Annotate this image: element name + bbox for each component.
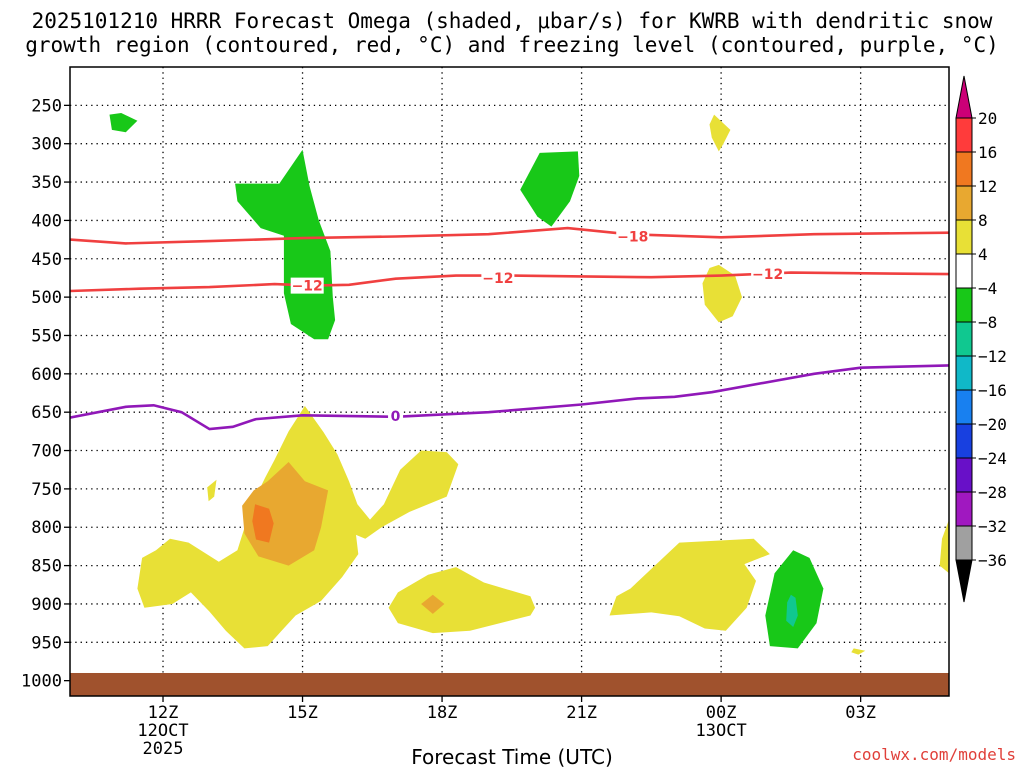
colorbar-band bbox=[955, 457, 973, 493]
x-tick-year: 2025 bbox=[143, 739, 184, 759]
contour-label-bg bbox=[290, 277, 324, 294]
colorbar-band bbox=[955, 117, 973, 153]
colorbar-band bbox=[955, 423, 973, 459]
contour-label-bg bbox=[481, 269, 515, 286]
chart-title-line2: growth region (contoured, red, °C) and f… bbox=[25, 33, 999, 57]
y-tick-label: 950 bbox=[31, 633, 62, 653]
x-tick-label: 18Z bbox=[427, 703, 458, 723]
y-tick-label: 800 bbox=[31, 518, 62, 538]
y-tick-label: 250 bbox=[31, 96, 62, 116]
y-tick-label: 700 bbox=[31, 442, 62, 462]
omega-region-teal-lift-4 bbox=[786, 594, 798, 627]
contour-label: −18 bbox=[617, 230, 648, 246]
colorbar-band bbox=[955, 355, 973, 391]
colorbar-label: 8 bbox=[978, 211, 988, 230]
y-tick-label: 350 bbox=[31, 173, 62, 193]
colorbar-label: −8 bbox=[978, 313, 997, 332]
colorbar-label: 20 bbox=[978, 109, 997, 128]
colorbar-band bbox=[955, 287, 973, 323]
terrain-surface bbox=[70, 672, 949, 696]
x-tick-date: 13OCT bbox=[696, 721, 747, 741]
colorbar-label: −24 bbox=[978, 449, 1007, 468]
y-tick-label: 850 bbox=[31, 557, 62, 577]
colorbar-band bbox=[955, 491, 973, 527]
colorbar-band bbox=[955, 185, 973, 221]
omega-region-yellow-sink-4 bbox=[207, 479, 217, 502]
omega-region-yellow-sink-8 bbox=[851, 648, 866, 655]
omega-region-yellow-sink-7 bbox=[939, 519, 949, 574]
x-tick-label: 12Z bbox=[148, 703, 179, 723]
x-tick-label: 15Z bbox=[287, 703, 318, 723]
x-tick-label: 00Z bbox=[706, 703, 737, 723]
y-tick-label: 650 bbox=[31, 403, 62, 423]
colorbar-band bbox=[955, 525, 973, 561]
colorbar-band bbox=[955, 219, 973, 255]
omega-region-yellow-sink-1 bbox=[709, 114, 731, 152]
colorbar-label: −32 bbox=[978, 517, 1007, 536]
colorbar-band bbox=[955, 151, 973, 187]
y-tick-label: 1000 bbox=[21, 672, 62, 692]
y-tick-label: 400 bbox=[31, 211, 62, 231]
colorbar-label: 4 bbox=[978, 245, 988, 264]
y-tick-label: 500 bbox=[31, 288, 62, 308]
colorbar-label: −36 bbox=[978, 551, 1007, 570]
colorbar-band bbox=[955, 253, 973, 289]
contour-label-bg bbox=[388, 408, 404, 425]
omega-region-yellow-sink-2 bbox=[702, 264, 742, 323]
chart-title-line1: 2025101210 HRRR Forecast Omega (shaded, … bbox=[31, 9, 993, 33]
x-tick-label: 21Z bbox=[566, 703, 597, 723]
omega-region-orange-sink bbox=[252, 504, 274, 543]
credit-text: coolwx.com/models bbox=[852, 745, 1016, 764]
contour-label-bg bbox=[751, 266, 785, 283]
colorbar-label: 12 bbox=[978, 177, 997, 196]
contour-label: −12 bbox=[752, 267, 783, 283]
omega-region-yellow-sink-5 bbox=[388, 567, 536, 634]
omega-region-small-amber bbox=[421, 594, 445, 614]
colorbar-bottom-arrow bbox=[955, 559, 973, 603]
omega-region-green-lift-3 bbox=[520, 151, 580, 227]
omega-region-green-lift-1 bbox=[109, 113, 138, 133]
contour-−18 bbox=[70, 226, 949, 245]
y-tick-label: 450 bbox=[31, 250, 62, 270]
colorbar-label: −20 bbox=[978, 415, 1007, 434]
plot-frame bbox=[69, 66, 950, 697]
y-tick-label: 550 bbox=[31, 326, 62, 346]
x-tick-label: 03Z bbox=[845, 703, 876, 723]
contour-−12 bbox=[70, 271, 949, 293]
x-axis-label: Forecast Time (UTC) bbox=[411, 745, 613, 769]
contour-label: −12 bbox=[482, 271, 513, 287]
colorbar-band bbox=[955, 389, 973, 425]
colorbar-top-arrow bbox=[955, 75, 973, 119]
y-tick-label: 750 bbox=[31, 480, 62, 500]
colorbar-label: −16 bbox=[978, 381, 1007, 400]
y-tick-label: 900 bbox=[31, 595, 62, 615]
colorbar-label: −4 bbox=[978, 279, 997, 298]
y-tick-label: 300 bbox=[31, 135, 62, 155]
colorbar-label: −12 bbox=[978, 347, 1007, 366]
x-tick-date: 12OCT bbox=[137, 721, 188, 741]
y-tick-label: 600 bbox=[31, 365, 62, 385]
contour-label-bg bbox=[616, 228, 650, 245]
contour-label: −12 bbox=[292, 279, 323, 295]
contour-label: 0 bbox=[391, 409, 401, 425]
colorbar-label: −28 bbox=[978, 483, 1007, 502]
colorbar-band bbox=[955, 321, 973, 357]
colorbar-label: 16 bbox=[978, 143, 997, 162]
omega-region-yellow-sink-6 bbox=[609, 538, 770, 631]
